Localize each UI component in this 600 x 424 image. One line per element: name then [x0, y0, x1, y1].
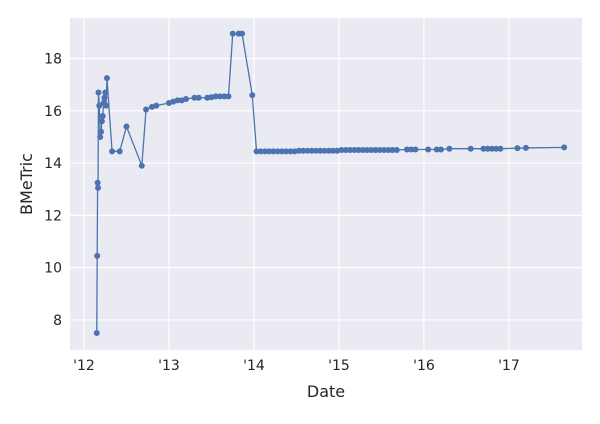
data-point — [109, 148, 116, 155]
data-point — [283, 148, 290, 155]
data-point — [433, 146, 440, 153]
data-point — [561, 144, 568, 151]
data-point — [216, 93, 223, 100]
data-point — [368, 147, 375, 154]
data-point — [266, 148, 273, 155]
data-point — [97, 133, 104, 140]
data-point — [98, 128, 105, 135]
y-tick-label: 10 — [44, 261, 62, 277]
data-point — [437, 146, 444, 153]
data-point — [239, 30, 246, 37]
data-point — [123, 123, 130, 130]
x-tick-label: '17 — [498, 358, 520, 374]
data-point — [514, 145, 521, 152]
data-point — [347, 147, 354, 154]
data-point — [446, 145, 453, 152]
data-point — [389, 147, 396, 154]
data-point — [355, 147, 362, 154]
data-point — [262, 148, 269, 155]
y-tick-label: 8 — [53, 313, 62, 329]
data-point — [102, 89, 109, 96]
data-point — [308, 147, 315, 154]
data-point — [480, 145, 487, 152]
data-point — [403, 146, 410, 153]
x-tick-label: '15 — [328, 358, 350, 374]
data-point — [304, 147, 311, 154]
data-point — [143, 106, 150, 113]
data-point — [467, 145, 474, 152]
data-point — [493, 145, 500, 152]
y-tick-label: 18 — [44, 52, 62, 68]
data-point — [191, 94, 198, 101]
x-tick-label: '16 — [413, 358, 435, 374]
data-point — [325, 147, 332, 154]
x-tick-label: '14 — [243, 358, 265, 374]
data-point — [116, 148, 123, 155]
x-tick-label: '13 — [158, 358, 180, 374]
plot-area — [70, 18, 582, 350]
data-point — [296, 147, 303, 154]
data-point — [364, 147, 371, 154]
data-point — [385, 147, 392, 154]
data-point — [253, 148, 260, 155]
data-point — [101, 94, 108, 101]
data-point — [425, 146, 432, 153]
data-point — [94, 179, 101, 186]
data-point — [313, 147, 320, 154]
data-point — [484, 145, 491, 152]
y-axis-label: BMeTric — [17, 153, 36, 215]
data-point — [408, 146, 415, 153]
data-point — [351, 147, 358, 154]
data-point — [103, 75, 110, 82]
data-point — [342, 147, 349, 154]
data-point — [488, 145, 495, 152]
data-point — [249, 92, 256, 99]
data-point — [182, 96, 189, 103]
data-point — [393, 147, 400, 154]
data-point — [103, 102, 110, 109]
data-point — [98, 118, 105, 125]
x-axis-label: Date — [307, 382, 345, 401]
data-point — [372, 147, 379, 154]
data-point — [497, 145, 504, 152]
data-point — [229, 30, 236, 37]
data-point — [94, 252, 101, 259]
data-point — [380, 147, 387, 154]
data-point — [287, 148, 294, 155]
data-point — [225, 93, 232, 100]
data-point — [174, 97, 181, 104]
data-point — [138, 162, 145, 169]
data-point — [221, 93, 228, 100]
y-tick-label: 12 — [44, 208, 62, 224]
data-point — [522, 144, 529, 151]
data-point — [317, 147, 324, 154]
x-tick-label: '12 — [73, 358, 95, 374]
data-point — [300, 147, 307, 154]
data-point — [279, 148, 286, 155]
data-point — [270, 148, 277, 155]
data-point — [195, 94, 202, 101]
data-point — [95, 89, 102, 96]
data-point — [212, 93, 219, 100]
data-point — [376, 147, 383, 154]
data-point — [153, 102, 160, 109]
data-point — [321, 147, 328, 154]
data-point — [257, 148, 264, 155]
data-point — [338, 147, 345, 154]
y-tick-label: 16 — [44, 104, 62, 120]
data-point — [93, 330, 100, 337]
data-point — [359, 147, 366, 154]
data-point — [330, 147, 337, 154]
data-point — [274, 148, 281, 155]
data-point — [95, 184, 102, 191]
data-point — [412, 146, 419, 153]
y-tick-label: 14 — [44, 156, 62, 172]
data-point — [99, 113, 106, 120]
